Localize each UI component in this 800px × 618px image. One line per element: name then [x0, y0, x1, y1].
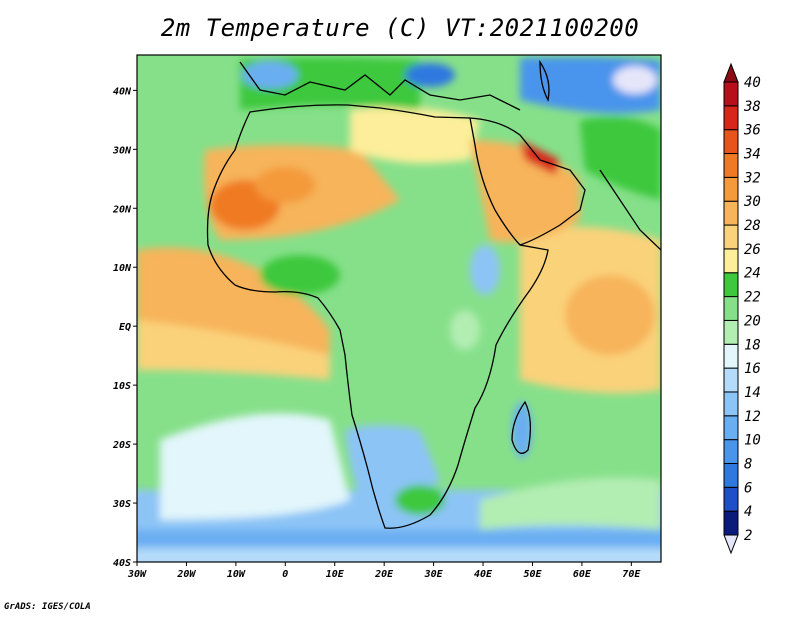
- colorbar-label: 12: [744, 409, 761, 425]
- colorbar-label: 36: [743, 123, 761, 139]
- colorbar-label: 34: [743, 147, 761, 163]
- colorbar-swatch: [723, 391, 739, 417]
- colorbar-low-arrow: [723, 534, 739, 555]
- colorbar-label: 18: [744, 337, 761, 353]
- colorbar-swatch: [723, 296, 739, 321]
- colorbar-swatch: [723, 153, 739, 178]
- colorbar-swatch: [723, 272, 739, 298]
- x-tick-label: 70E: [622, 569, 641, 580]
- africa-coastline: [206, 104, 549, 529]
- y-axis: 40N 30N 20N 10N EQ 10S 20S 30S 40S: [112, 86, 137, 569]
- colorbar-swatch: [723, 319, 739, 345]
- x-tick-label: 30W: [127, 569, 147, 580]
- madagascar-coastline: [511, 400, 532, 454]
- colorbar-label: 30: [743, 194, 761, 210]
- colorbar-label: 4: [744, 504, 752, 520]
- x-tick-label: 40E: [474, 569, 493, 580]
- y-tick-label: 10N: [113, 263, 132, 274]
- x-tick-label: 0: [282, 569, 288, 580]
- colorbar-label: 20: [744, 313, 761, 329]
- colorbar-label: 10: [744, 433, 761, 449]
- colorbar-label: 28: [744, 218, 761, 234]
- colorbar-label: 2: [744, 528, 752, 544]
- colorbar-swatch: [723, 367, 739, 393]
- colorbar-label: 14: [744, 385, 761, 401]
- colorbar-swatch: [723, 200, 739, 226]
- colorbar-label: 26: [744, 242, 761, 258]
- colorbar-label: 6: [744, 480, 752, 496]
- colorbar-swatch: [723, 415, 739, 441]
- colorbar-swatch: [723, 462, 739, 488]
- colorbar-label: 22: [744, 290, 761, 306]
- colorbar-label: 40: [744, 75, 761, 91]
- y-tick-label: 40S: [113, 558, 131, 569]
- x-axis: 30W 20W 10W 0 10E 20E 30E 40E 50E 60E 70E: [127, 562, 641, 580]
- credit-text: GrADS: IGES/COLA: [4, 602, 91, 612]
- coastlines: [206, 59, 661, 529]
- colorbar-swatch: [723, 176, 739, 202]
- colorbar-swatch: [723, 343, 739, 369]
- y-tick-label: 40N: [113, 86, 132, 97]
- colorbar-swatch: [723, 486, 739, 512]
- x-tick-label: 10E: [326, 569, 345, 580]
- y-tick-label: 10S: [113, 381, 131, 392]
- colorbar-swatch: [723, 81, 739, 107]
- x-tick-label: 60E: [573, 569, 592, 580]
- map-title: 2m Temperature (C) VT:2021100200: [160, 14, 640, 42]
- x-tick-label: 10W: [227, 569, 246, 580]
- y-tick-label: 20N: [112, 204, 132, 215]
- x-tick-label: 30E: [424, 569, 444, 580]
- colorbar-label: 16: [744, 361, 761, 377]
- y-tick-label: 30S: [112, 499, 131, 510]
- arabia-coastline: [469, 117, 586, 246]
- colorbar-label: 24: [744, 266, 761, 282]
- y-tick-label: 20S: [112, 440, 131, 451]
- colorbar-label: 38: [743, 99, 761, 115]
- colorbar-high-arrow: [723, 62, 739, 83]
- colorbar-label: 8: [744, 456, 752, 472]
- colorbar-swatch: [723, 248, 739, 274]
- colorbar-swatch: [723, 439, 739, 464]
- colorbar-swatch: [723, 129, 739, 155]
- caspian-coastline: [539, 59, 550, 102]
- x-tick-label: 50E: [523, 569, 542, 580]
- colorbar-label: 32: [743, 170, 761, 186]
- y-tick-label: 30N: [112, 145, 132, 156]
- colorbar-swatch: [723, 224, 739, 250]
- temperature-field: [137, 55, 661, 562]
- plot-frame: [136, 54, 662, 563]
- colorbar-swatch: [723, 510, 739, 536]
- x-tick-label: 20E: [374, 569, 394, 580]
- europe-coastline: [239, 61, 521, 111]
- india-coastline: [599, 169, 661, 251]
- x-tick-label: 20W: [176, 569, 196, 580]
- colorbar-swatch: [723, 105, 739, 131]
- y-tick-label: EQ: [119, 322, 131, 333]
